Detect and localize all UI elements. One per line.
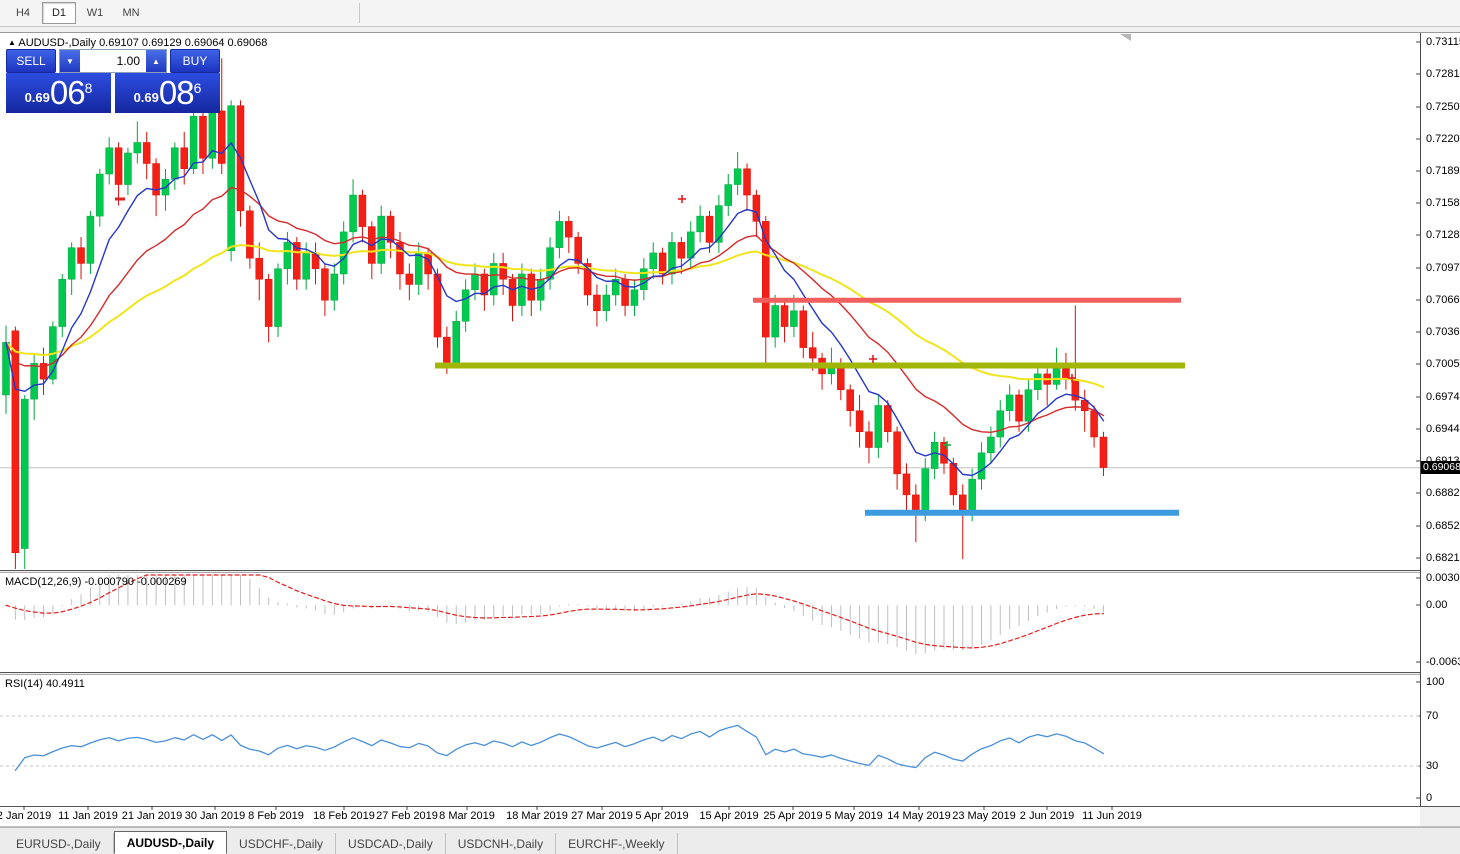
macd-value-signal: -0.000269 <box>137 576 187 588</box>
toolbar-separator <box>359 3 360 23</box>
date-axis-label: 5 May 2019 <box>825 810 883 822</box>
rsi-panel[interactable] <box>0 675 1420 806</box>
ohlc-low: 0.69064 <box>184 37 225 49</box>
timeframe-button-mn[interactable]: MN <box>122 7 140 19</box>
sell-button[interactable]: SELL <box>6 49 56 73</box>
date-axis-label: 27 Feb 2019 <box>376 810 438 822</box>
symbol-name: AUDUSD-,Daily <box>18 37 96 49</box>
current-price-tag: 0.69068 <box>1421 461 1460 475</box>
buy-quote-box[interactable]: 0.69 08 6 <box>115 73 220 113</box>
volume-decrease-button[interactable]: ▼ <box>60 50 80 72</box>
buy-price-sup: 6 <box>193 80 202 96</box>
date-axis-label: 21 Jan 2019 <box>121 810 183 822</box>
date-axis-label: 2 Jan 2019 <box>0 810 52 822</box>
timeframe-button-d1[interactable]: D1 <box>42 2 76 24</box>
rsi-label: RSI(14) 40.4911 <box>5 678 85 690</box>
chart-tab-bar: EURUSD-,Daily AUDUSD-,Daily USDCHF-,Daily U… <box>0 827 1460 854</box>
date-axis-label: 11 Jun 2019 <box>1082 810 1142 822</box>
buy-price-prefix: 0.69 <box>133 90 159 105</box>
chart-tab-usdcad[interactable]: USDCAD-,Daily <box>336 833 446 854</box>
date-axis-label: 11 Jan 2019 <box>58 810 118 822</box>
chart-tab-usdchf[interactable]: USDCHF-,Daily <box>227 833 337 854</box>
price-axis-label: 0.69745 <box>1426 391 1460 403</box>
date-axis-label: 2 Jun 2019 <box>1019 810 1075 822</box>
chart-tab-usdcnh[interactable]: USDCNH-,Daily <box>446 833 557 854</box>
indicator-axis-label: -0.006311 <box>1426 656 1460 668</box>
chart-symbol-label: ▲ AUDUSD-,Daily 0.69107 0.69129 0.69064 … <box>8 37 267 49</box>
timeframe-button-w1[interactable]: W1 <box>86 7 104 19</box>
indicator-axis-label: 0 <box>1426 792 1433 804</box>
price-chart-panel[interactable] <box>0 33 1420 570</box>
macd-value-main: -0.000790 <box>84 576 135 588</box>
time-axis[interactable] <box>0 806 1420 827</box>
price-axis[interactable] <box>1420 33 1460 806</box>
rsi-value: 40.4911 <box>45 678 85 690</box>
price-axis-label: 0.72505 <box>1426 101 1460 113</box>
one-click-trading-panel: SELL ▼ 1.00 ▲ BUY 0.69 06 8 0.69 08 6 <box>6 49 220 113</box>
date-axis-label: 14 May 2019 <box>887 810 951 822</box>
timeframe-toolbar: H4 D1 W1 MN <box>0 0 1460 27</box>
date-axis-label: 8 Feb 2019 <box>248 810 304 822</box>
volume-stepper: ▼ 1.00 ▲ <box>59 49 167 73</box>
sell-price-sup: 8 <box>84 80 93 96</box>
rsi-name: RSI(14) <box>5 678 43 690</box>
ohlc-open: 0.69107 <box>99 37 139 49</box>
indicator-axis-label: 30 <box>1426 760 1439 772</box>
indicator-axis-label: 70 <box>1426 710 1439 722</box>
timeframe-button-h4[interactable]: H4 <box>15 7 31 19</box>
buy-price-big: 08 <box>158 74 195 111</box>
macd-label: MACD(12,26,9) -0.000790 -0.000269 <box>5 576 187 588</box>
chart-tab-audusd[interactable]: AUDUSD-,Daily <box>113 831 228 854</box>
macd-panel[interactable] <box>0 573 1420 672</box>
volume-increase-button[interactable]: ▲ <box>146 50 166 72</box>
sell-price-prefix: 0.69 <box>24 90 50 105</box>
date-axis-label: 18 Mar 2019 <box>506 810 568 822</box>
date-axis-label: 25 Apr 2019 <box>763 810 823 822</box>
price-axis-label: 0.68825 <box>1426 487 1460 499</box>
price-axis-label: 0.73115 <box>1426 36 1460 48</box>
sell-quote-box[interactable]: 0.69 06 8 <box>6 73 111 113</box>
price-axis-label: 0.71585 <box>1426 197 1460 209</box>
collapse-triangle-icon[interactable]: ▲ <box>8 38 16 47</box>
ohlc-close: 0.69068 <box>227 37 268 49</box>
indicator-axis-label: 100 <box>1426 676 1445 688</box>
volume-input[interactable]: 1.00 <box>80 50 146 72</box>
date-axis-label: 18 Feb 2019 <box>313 810 375 822</box>
chart-tab-eurusd[interactable]: EURUSD-,Daily <box>4 833 114 854</box>
date-axis-label: 15 Apr 2019 <box>699 810 759 822</box>
indicator-axis-label: 0.00 <box>1426 599 1448 611</box>
sell-price-big: 06 <box>49 74 86 111</box>
date-axis-label: 5 Apr 2019 <box>635 810 689 822</box>
date-axis-label: 30 Jan 2019 <box>184 810 246 822</box>
date-axis-label: 27 Mar 2019 <box>571 810 633 822</box>
macd-name: MACD(12,26,9) <box>5 576 82 588</box>
ohlc-high: 0.69129 <box>141 37 182 49</box>
indicator-axis-label: 0.003035 <box>1426 572 1460 584</box>
chart-tab-eurchf[interactable]: EURCHF-,Weekly <box>556 833 678 854</box>
date-axis-label: 8 Mar 2019 <box>439 810 495 822</box>
price-axis-label: 0.70665 <box>1426 294 1460 306</box>
buy-button[interactable]: BUY <box>170 49 220 73</box>
date-axis-label: 23 May 2019 <box>952 810 1016 822</box>
